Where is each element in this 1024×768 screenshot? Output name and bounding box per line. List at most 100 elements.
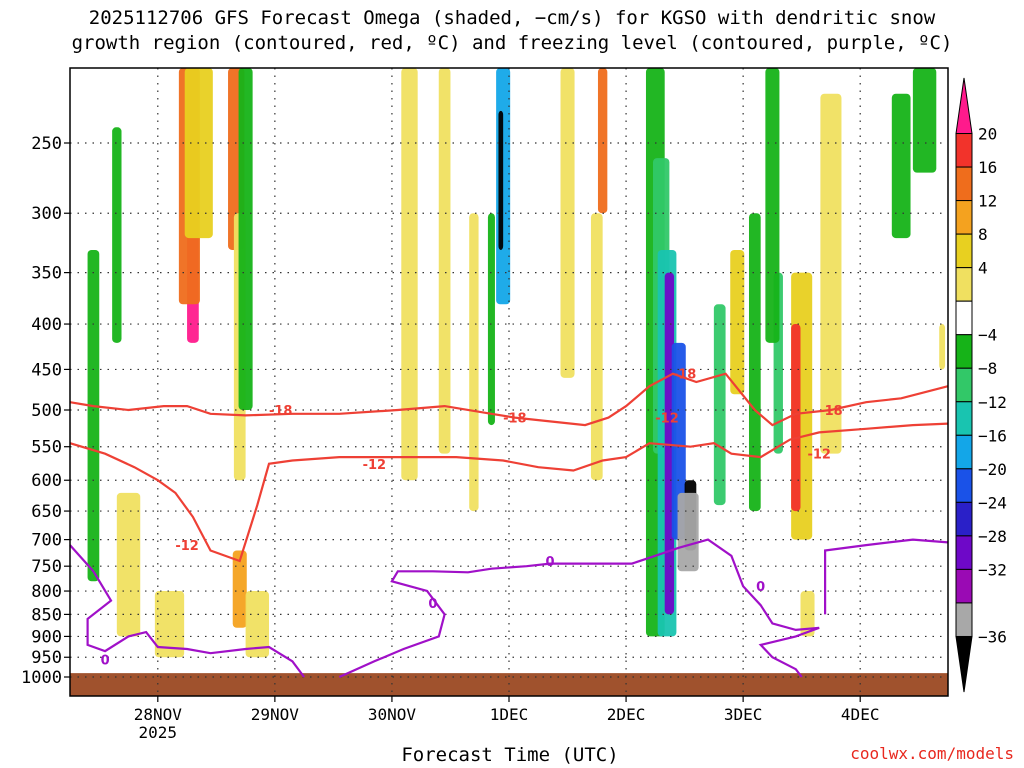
y-tick-label: 950 xyxy=(31,648,62,668)
colorbar-segment xyxy=(955,300,973,336)
omega-cell xyxy=(730,249,745,395)
omega-cell xyxy=(184,68,213,239)
omega-cell xyxy=(791,324,801,512)
colorbar-segment xyxy=(955,133,973,168)
omega-cell xyxy=(677,492,699,572)
dgz-label: -12 xyxy=(175,539,199,554)
freezing-label: 0 xyxy=(101,653,110,668)
colorbar-label: −8 xyxy=(978,359,997,378)
colorbar-label: 16 xyxy=(978,158,997,177)
y-tick-label: 400 xyxy=(31,315,62,335)
omega-cell xyxy=(112,127,122,343)
omega-cell xyxy=(498,110,504,250)
freezing-label: 0 xyxy=(545,555,554,570)
omega-cell xyxy=(238,68,253,410)
colorbar-label: −28 xyxy=(978,527,1007,546)
freezing-label: 0 xyxy=(756,580,765,595)
omega-cell xyxy=(487,213,495,426)
dgz-label: -18 xyxy=(503,412,527,427)
colorbar-label: −36 xyxy=(978,627,1007,646)
terrain-band xyxy=(70,673,948,696)
x-tick-label: 3DEC xyxy=(724,705,763,724)
y-tick-label: 350 xyxy=(31,264,62,284)
colorbar-segment xyxy=(955,535,973,570)
omega-cell xyxy=(232,550,247,628)
y-tick-label: 250 xyxy=(31,134,62,154)
colorbar-segment xyxy=(955,602,973,637)
colorbar-label: 20 xyxy=(978,125,997,144)
colorbar-segment xyxy=(955,233,973,269)
omega-cell xyxy=(820,93,842,454)
omega-shading xyxy=(70,68,948,696)
y-tick-label: 1000 xyxy=(21,668,62,688)
y-tick-label: 800 xyxy=(31,582,62,602)
colorbar-segment xyxy=(955,367,973,403)
x-tick-label: 4DEC xyxy=(841,705,880,724)
y-tick-label: 650 xyxy=(31,502,62,522)
colorbar-label: −32 xyxy=(978,560,1007,579)
dgz-label: -18 xyxy=(673,368,697,383)
dgz-label: -18 xyxy=(819,404,843,419)
omega-cell xyxy=(713,304,726,506)
x-tick-label: 30NOV xyxy=(368,705,417,724)
y-tick-label: 550 xyxy=(31,438,62,458)
colorbar-segment xyxy=(955,334,973,369)
dgz-label: -12 xyxy=(655,412,679,427)
colorbar-segment xyxy=(955,200,973,235)
omega-cell xyxy=(800,591,815,637)
colorbar-segment xyxy=(955,568,973,604)
omega-cell xyxy=(765,68,780,343)
dgz-label: -12 xyxy=(363,458,387,473)
colorbar-segment xyxy=(955,434,973,470)
colorbar-label: 8 xyxy=(978,225,988,244)
colorbar: 20 16 12 8 4 −4 −8 −12 −16 −20 −24 −28 −32 −36 xyxy=(955,77,1007,693)
x-axis-label: Forecast Time (UTC) xyxy=(401,744,619,766)
omega-cell xyxy=(87,249,100,582)
omega-cell xyxy=(560,68,575,378)
chart-title: 2025112706 GFS Forecast Omega (shaded, −… xyxy=(0,6,1024,56)
title-line-2: growth region (contoured, red, ºC) and f… xyxy=(71,32,953,54)
colorbar-top-arrow xyxy=(955,77,973,135)
colorbar-label: 4 xyxy=(978,259,988,278)
omega-cell xyxy=(438,68,451,454)
x-tick-label: 29NOV xyxy=(251,705,300,724)
omega-cell xyxy=(154,591,185,658)
x-tick-label: 1DEC xyxy=(490,705,529,724)
dgz-label: -18 xyxy=(269,404,293,419)
colorbar-label: −16 xyxy=(978,426,1007,445)
x-tick-label: 28NOV xyxy=(134,705,183,724)
contours: -18 -18 -18 -18 -12 -12 -12 -12 0 0 0 0 xyxy=(69,368,949,679)
freezing-level-contour xyxy=(824,538,949,615)
dgz-minus12-contour xyxy=(69,422,949,563)
omega-cell xyxy=(671,342,686,540)
omega-cell xyxy=(590,213,603,481)
omega-cell xyxy=(597,68,608,214)
omega-cell xyxy=(912,68,937,173)
colorbar-label: 12 xyxy=(978,192,997,211)
dgz-label: -12 xyxy=(807,448,831,463)
credit-link[interactable]: coolwx.com/models xyxy=(850,744,1014,763)
y-tick-label: 700 xyxy=(31,531,62,551)
dgz-minus18-contour xyxy=(69,372,949,427)
omega-cell xyxy=(245,591,270,658)
y-tick-label: 450 xyxy=(31,360,62,380)
omega-cell xyxy=(116,492,141,637)
colorbar-label: −20 xyxy=(978,460,1007,479)
colorbar-segment xyxy=(955,468,973,503)
y-tick-label: 750 xyxy=(31,557,62,577)
colorbar-segment xyxy=(955,267,973,302)
colorbar-label: −12 xyxy=(978,393,1007,412)
y-tick-label: 900 xyxy=(31,627,62,647)
colorbar-label: −24 xyxy=(978,493,1007,512)
y-tick-label: 600 xyxy=(31,471,62,491)
x-tick-label: 2DEC xyxy=(607,705,646,724)
colorbar-segment xyxy=(955,166,973,202)
colorbar-segment xyxy=(955,401,973,436)
omega-cell xyxy=(891,93,911,239)
omega-cell xyxy=(469,213,479,512)
omega-cell xyxy=(748,213,761,512)
freezing-level-contour xyxy=(338,538,820,679)
y-tick-label: 850 xyxy=(31,605,62,625)
omega-cell xyxy=(939,324,946,370)
